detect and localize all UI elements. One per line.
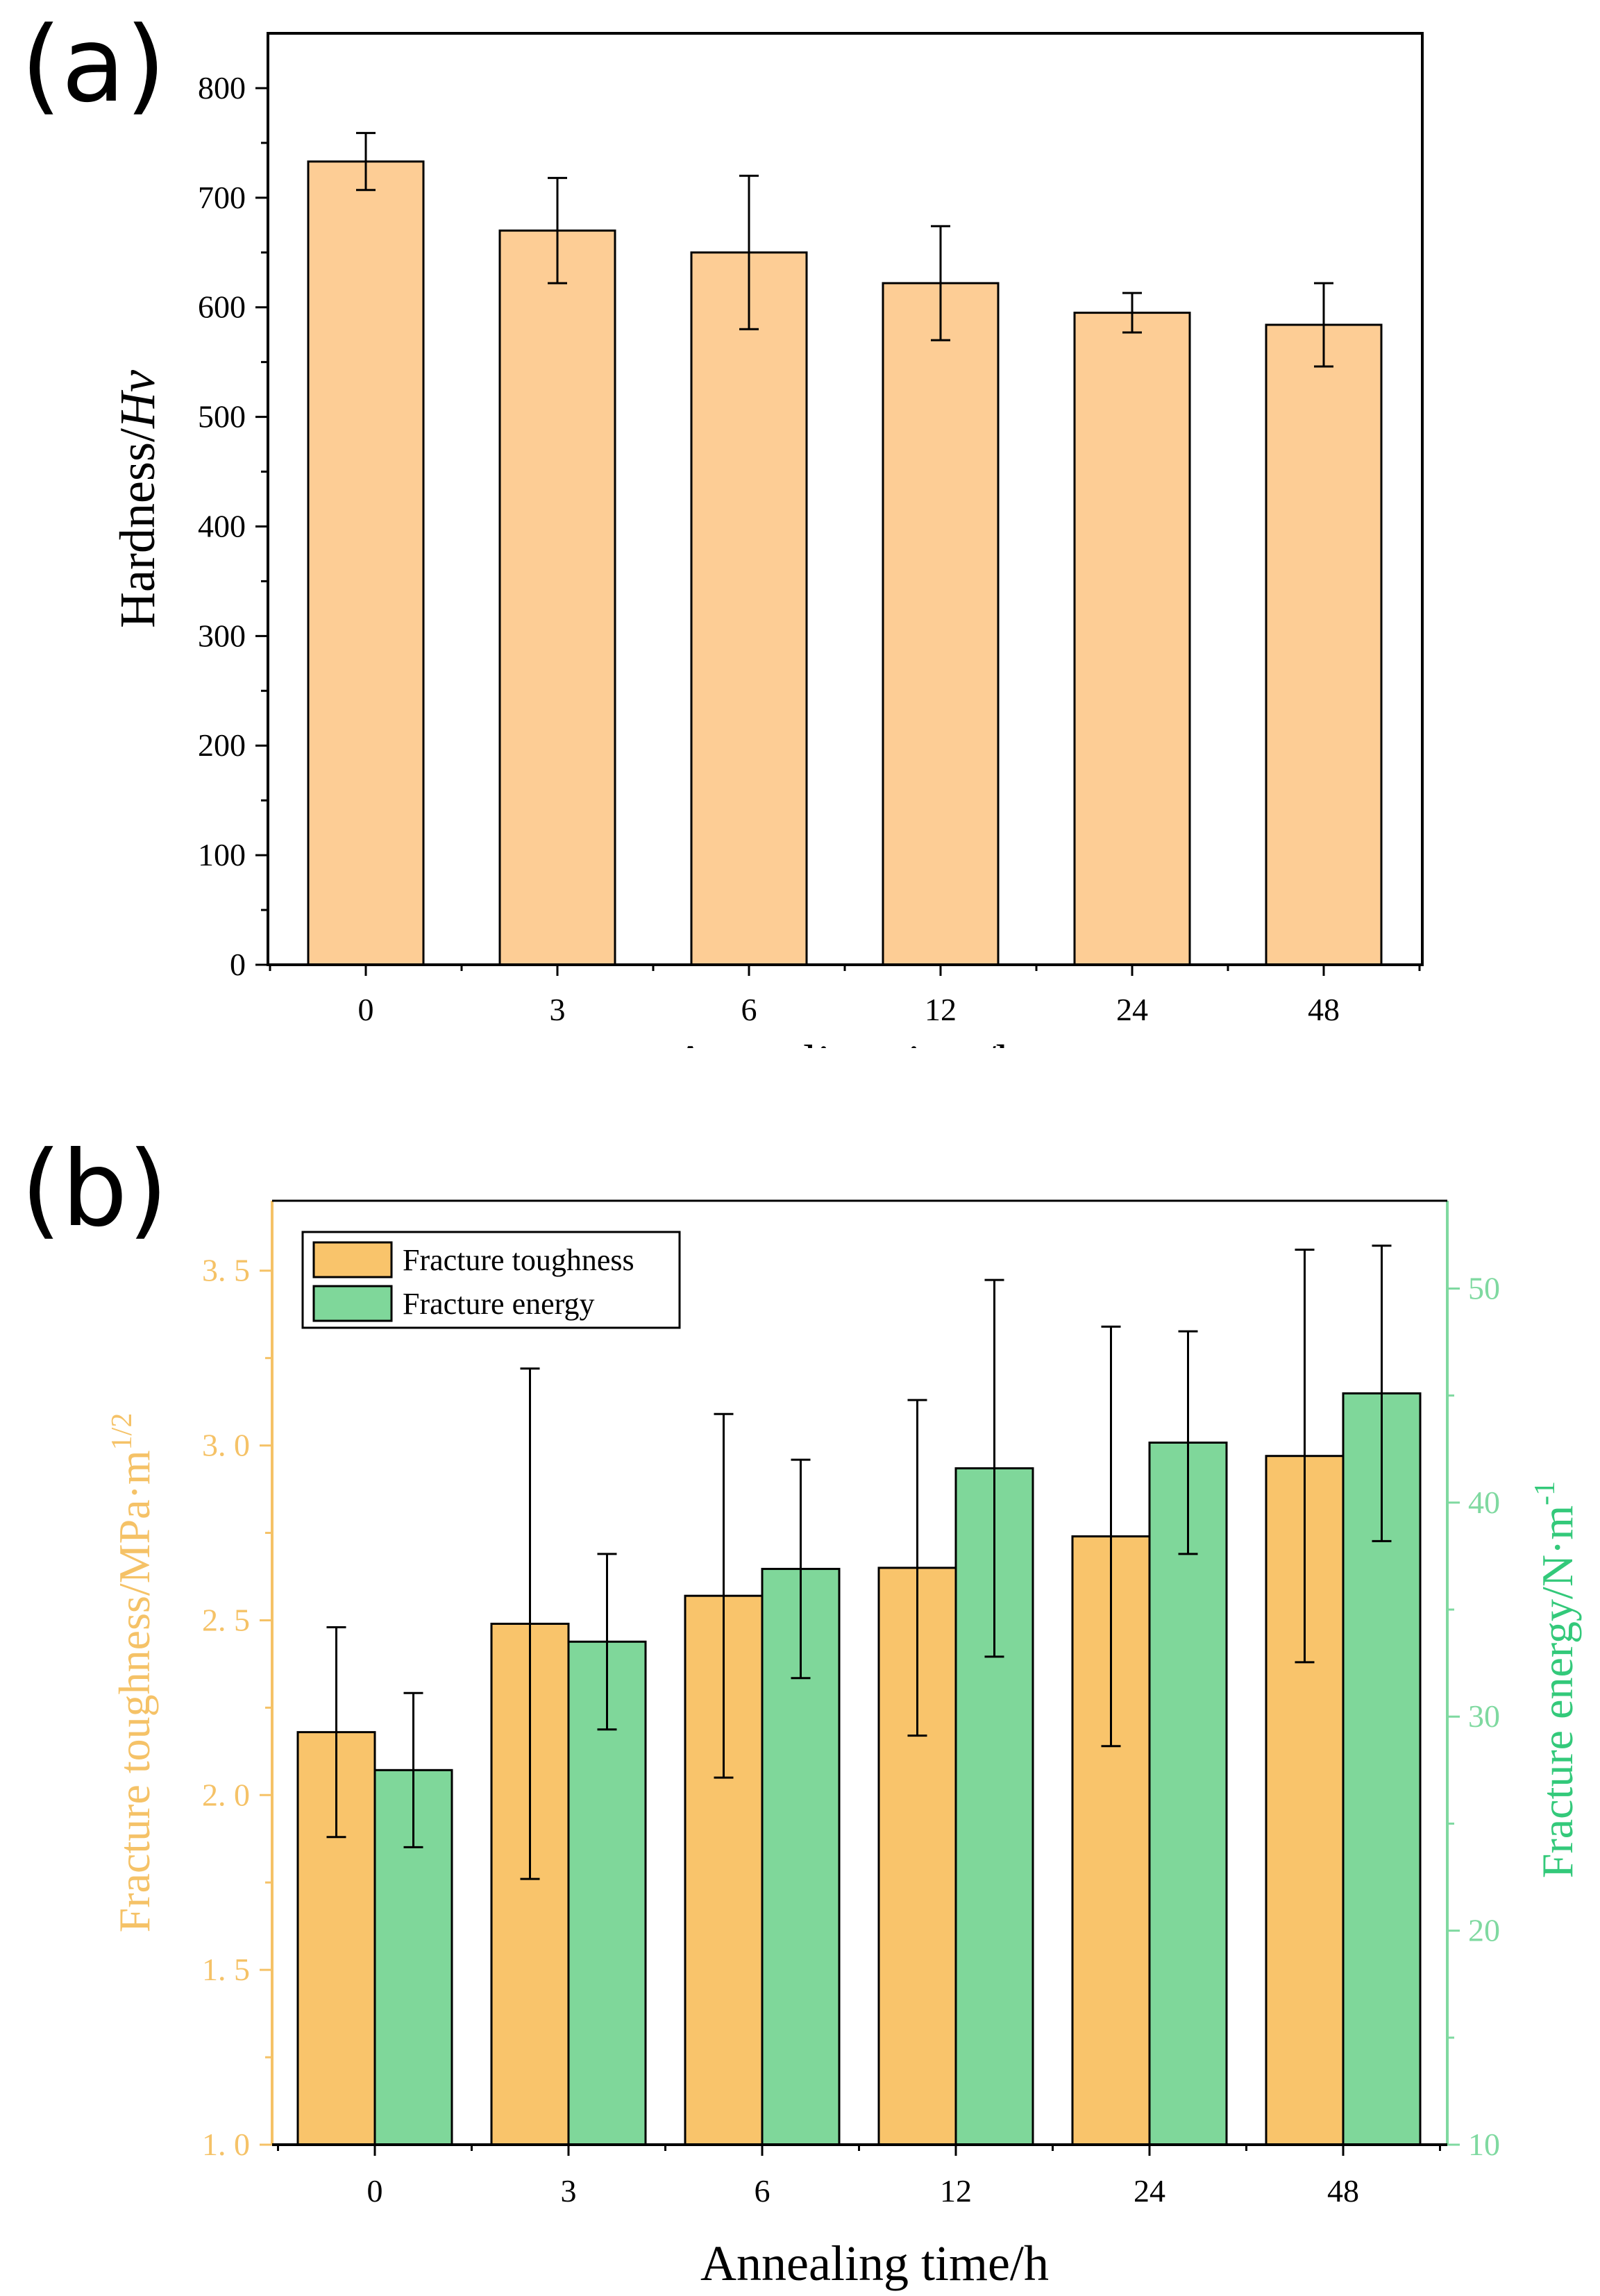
hardness-y-tick-label: 600 xyxy=(198,289,246,325)
legend-label-fracture-toughness: Fracture toughness xyxy=(403,1243,634,1277)
energy-error-bar-6 xyxy=(791,1458,811,1680)
legend-swatch-fracture-energy xyxy=(312,1285,393,1322)
energy-error-bar-24 xyxy=(1178,1330,1198,1555)
hardness-plot-frame xyxy=(267,32,1424,966)
fracture-right-y-tick-label: 50 xyxy=(1468,1270,1500,1306)
hardness-y-tick-label: 400 xyxy=(198,508,246,543)
toughness-error-bar-12 xyxy=(907,1399,927,1737)
energy-error-bar-0 xyxy=(403,1691,423,1848)
energy-error-bar-3 xyxy=(597,1553,617,1731)
fracture-left-y-tick-label: 3. 0 xyxy=(202,1428,250,1463)
fracture-left-y-tick-label: 3. 5 xyxy=(202,1253,250,1288)
hardness-bar-6 xyxy=(690,251,808,966)
panel-label-b: (b) xyxy=(21,1129,168,1250)
fracture-bars xyxy=(296,1392,1422,2146)
fracture-right-y-label: Fracture energy/N·m-1 xyxy=(1529,1481,1582,1878)
fracture-x-tick-label: 6 xyxy=(755,2173,770,2209)
legend-label-fracture-energy: Fracture energy xyxy=(403,1287,595,1321)
energy-error-bar-48 xyxy=(1372,1244,1392,1542)
fracture-left-y-tick-label: 1. 0 xyxy=(202,2127,250,2162)
hardness-bar-48 xyxy=(1265,323,1383,966)
hardness-error-bar-6 xyxy=(739,174,759,330)
hardness-y-axis-label: Hardness/Hv xyxy=(110,370,165,628)
hardness-bars xyxy=(307,160,1383,966)
hardness-y-tick-label: 300 xyxy=(198,618,246,653)
fracture-left-y-tick-label: 2. 0 xyxy=(202,1777,250,1812)
panel-label-a: (a) xyxy=(21,5,166,126)
fracture-right-y-tick-label: 20 xyxy=(1468,1913,1500,1948)
hardness-bar-3 xyxy=(498,229,616,966)
hardness-x-tick-label: 0 xyxy=(358,992,374,1027)
hardness-error-bar-3 xyxy=(548,176,567,285)
hardness-error-bar-12 xyxy=(931,225,950,341)
hardness-y-tick-label: 0 xyxy=(230,947,246,982)
hardness-y-tick-label: 500 xyxy=(198,399,246,434)
hardness-x-tick-label: 3 xyxy=(550,992,566,1027)
fracture-left-y-ticks: 1. 0 1. 5 2. 0 2. 5 3. 0 3. 5 xyxy=(202,1253,272,2162)
hardness-error-bars xyxy=(356,132,1333,368)
hardness-y-tick-label: 200 xyxy=(198,727,246,763)
fracture-x-tick-label: 0 xyxy=(367,2173,383,2209)
hardness-error-bar-48 xyxy=(1314,282,1333,368)
fracture-right-y-tick-label: 30 xyxy=(1468,1698,1500,1734)
toughness-error-bar-3 xyxy=(520,1367,540,1880)
hardness-y-tick-label: 700 xyxy=(198,180,246,215)
fracture-x-ticks: 0 3 6 12 24 48 xyxy=(277,2145,1441,2209)
toughness-error-bar-6 xyxy=(714,1412,734,1779)
fracture-left-y-tick-label: 1. 5 xyxy=(202,1952,250,1987)
toughness-error-bar-24 xyxy=(1101,1325,1121,1748)
fracture-x-axis-label: Annealing time/h xyxy=(700,2236,1049,2291)
hardness-x-tick-label: 12 xyxy=(925,992,957,1027)
hardness-bar-0 xyxy=(307,160,425,966)
energy-bar-3 xyxy=(567,1640,647,2146)
hardness-bar-12 xyxy=(882,282,1000,966)
fracture-left-y-tick-label: 2. 5 xyxy=(202,1602,250,1637)
toughness-error-bar-0 xyxy=(326,1626,346,1839)
hardness-x-axis-label: Annealing time/h xyxy=(673,1035,1021,1090)
fracture-x-tick-label: 12 xyxy=(940,2173,972,2209)
hardness-y-axis: 0 100 200 300 400 500 600 700 800 xyxy=(198,70,268,982)
fracture-chart: 1. 0 1. 5 2. 0 2. 5 3. 0 3. 5 10 20 30 40 50 0 3 6 1… xyxy=(106,1199,1582,2291)
fracture-right-y-tick-label: 40 xyxy=(1468,1485,1500,1520)
hardness-y-tick-label: 800 xyxy=(198,70,246,105)
hardness-y-tick-label: 100 xyxy=(198,837,246,872)
hardness-x-tick-label: 6 xyxy=(741,992,757,1027)
fracture-error-bars xyxy=(326,1244,1392,1880)
hardness-x-tick-label: 24 xyxy=(1116,992,1148,1027)
energy-bar-24 xyxy=(1148,1441,1228,2146)
fracture-x-tick-label: 48 xyxy=(1327,2173,1359,2209)
hardness-error-bar-0 xyxy=(356,132,376,192)
energy-error-bar-12 xyxy=(984,1278,1004,1658)
fracture-x-tick-label: 3 xyxy=(561,2173,577,2209)
fracture-left-y-label: Fracture toughness/MPa·m1/2 xyxy=(106,1413,159,1933)
fracture-right-y-ticks: 10 20 30 40 50 xyxy=(1447,1270,1500,2162)
hardness-chart: 0 100 200 300 400 500 600 700 800 0 3 6 12 24 48 Hard… xyxy=(110,32,1424,1090)
hardness-bar-24 xyxy=(1073,312,1191,966)
hardness-x-tick-label: 48 xyxy=(1308,992,1340,1027)
hardness-error-bar-24 xyxy=(1122,292,1142,334)
fracture-right-y-tick-label: 10 xyxy=(1468,2127,1500,2162)
toughness-error-bar-48 xyxy=(1295,1249,1315,1664)
legend: Fracture toughness Fracture energy xyxy=(301,1231,681,1329)
legend-swatch-fracture-toughness xyxy=(312,1241,393,1278)
fracture-x-tick-label: 24 xyxy=(1134,2173,1165,2209)
hardness-x-axis: 0 3 6 12 24 48 xyxy=(269,965,1421,1027)
